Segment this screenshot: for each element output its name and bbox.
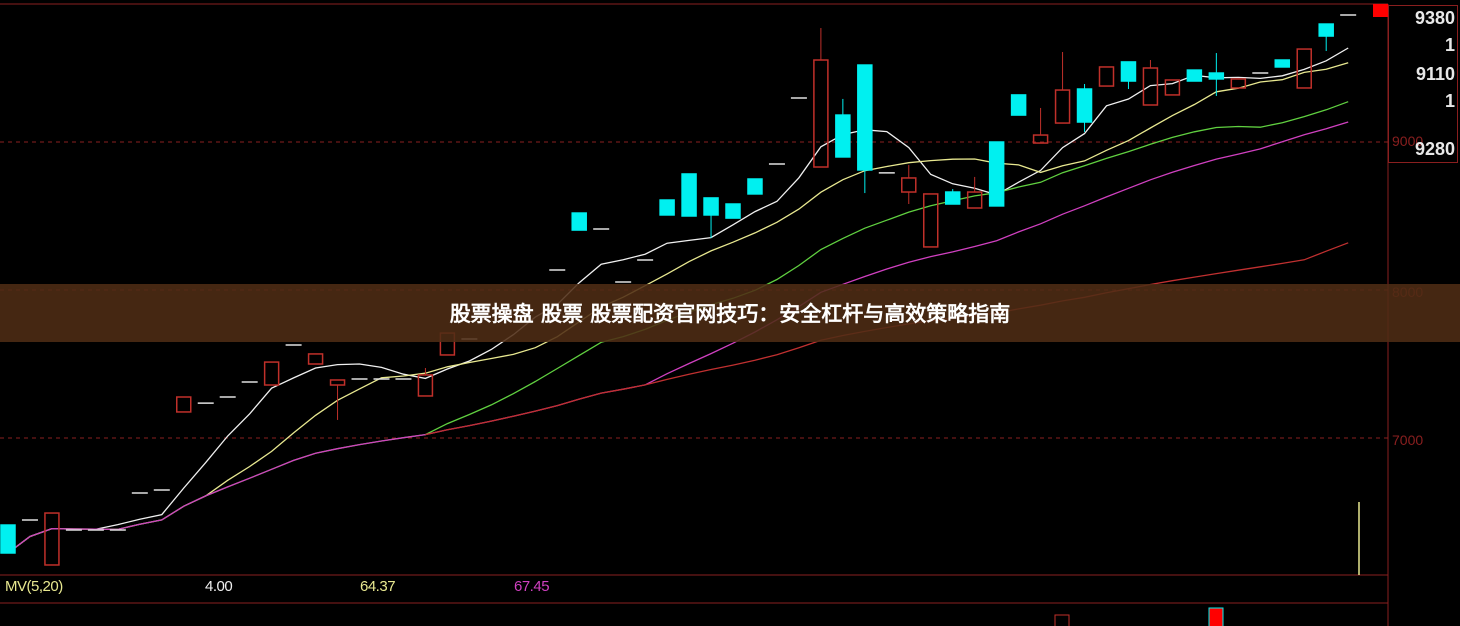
- candle-down: [857, 64, 873, 171]
- candle-up: [922, 193, 939, 248]
- candle-up: [813, 59, 829, 168]
- candle-up: [901, 177, 917, 193]
- y-tick-label: 9000: [1392, 133, 1424, 149]
- candle-down: [725, 203, 741, 219]
- ma30-line: [7, 121, 1349, 554]
- candle-up: [307, 353, 324, 365]
- candle-up: [44, 512, 60, 566]
- ma10-line: [7, 62, 1349, 554]
- candle-down: [1076, 88, 1093, 123]
- panel-value: 9280: [1414, 139, 1455, 159]
- candle-up: [329, 379, 346, 386]
- candle-up: [1296, 48, 1312, 89]
- y-tick-label: 7000: [1392, 432, 1424, 448]
- panel-value: 9380: [1414, 8, 1455, 28]
- candle-up: [1054, 89, 1071, 124]
- candle-up: [263, 361, 280, 386]
- candle-up: [417, 374, 434, 397]
- indicator-value-3: 67.45: [514, 578, 550, 595]
- candle-down: [835, 114, 851, 158]
- indicator-value-2: 64.37: [360, 578, 396, 595]
- candle-up: [176, 396, 192, 413]
- ma5-line: [7, 47, 1349, 554]
- candle-down: [1120, 61, 1137, 82]
- candle-up: [1164, 79, 1181, 96]
- candle-down: [1208, 72, 1225, 80]
- candle-up: [1032, 134, 1049, 144]
- candle-down: [1274, 59, 1291, 68]
- candle-down: [1010, 94, 1027, 116]
- candle-down: [944, 191, 961, 205]
- page-title: 股票操盘 股票 股票配资官网技巧：安全杠杆与高效策略指南: [449, 302, 1011, 326]
- volume-bar: [1054, 614, 1070, 626]
- candle-down: [1318, 23, 1334, 37]
- title-banner: 股票操盘 股票 股票配资官网技巧：安全杠杆与高效策略指南: [0, 284, 1460, 342]
- panel-value: 1: [1444, 91, 1455, 111]
- candle-down: [0, 524, 16, 554]
- indicator-label: MV(5,20): [5, 578, 63, 595]
- candle-down: [571, 212, 587, 231]
- panel-value: 9110: [1415, 64, 1455, 84]
- candle-up: [1142, 67, 1159, 106]
- price-info-panel: 9380 1 9110 1 9280: [1388, 5, 1458, 163]
- volume-bar: [1208, 607, 1224, 626]
- candle-down: [681, 173, 697, 217]
- candle-down: [1186, 69, 1203, 82]
- current-price-marker: [1373, 4, 1388, 17]
- candle-down: [988, 141, 1005, 207]
- candle-down: [659, 199, 675, 216]
- panel-value: 1: [1444, 35, 1455, 55]
- candle-up: [966, 191, 983, 209]
- candle-up: [1230, 78, 1247, 89]
- candle-up: [1098, 66, 1115, 87]
- candle-down: [703, 197, 719, 216]
- indicator-value-1: 4.00: [205, 578, 233, 595]
- candle-down: [747, 178, 763, 195]
